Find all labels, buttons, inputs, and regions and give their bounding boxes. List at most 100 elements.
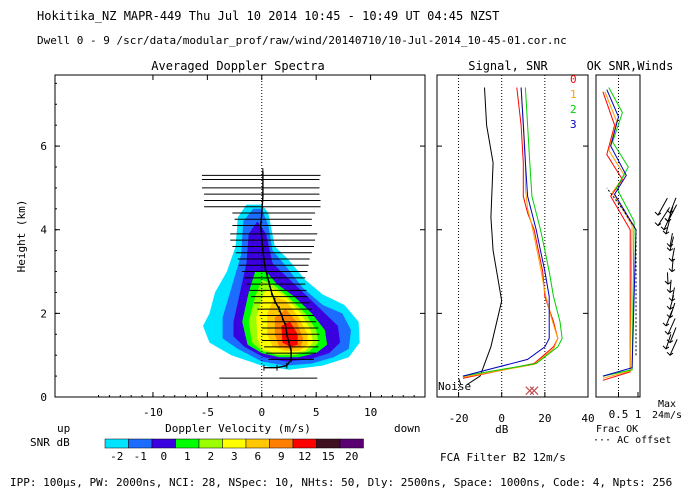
frac-ok-label: Frac OK bbox=[596, 424, 638, 435]
wind-arrow-head bbox=[660, 226, 668, 231]
wind-arrow bbox=[666, 272, 669, 285]
noise-marker bbox=[529, 386, 539, 396]
wind-arrow bbox=[665, 219, 671, 235]
colorbar-swatch-15 bbox=[316, 438, 341, 449]
wind-arrow-head bbox=[662, 345, 670, 350]
colorbar-swatch-12 bbox=[292, 438, 317, 449]
signal-title: Signal, SNR bbox=[468, 59, 548, 73]
header-file-path: Dwell 0 - 9 /scr/data/modular_prof/raw/w… bbox=[37, 34, 567, 47]
wind-arrow-head bbox=[666, 247, 674, 252]
x-tick-label: 5 bbox=[313, 406, 320, 419]
wind-arrow bbox=[669, 302, 676, 318]
header-title: Hokitika_NZ MAPR-449 Thu Jul 10 2014 10:… bbox=[37, 9, 500, 23]
y-tick-label: 6 bbox=[40, 140, 47, 153]
wind-arrow-head bbox=[654, 222, 662, 227]
wind-arrow-head bbox=[664, 218, 672, 223]
series-label-0: 0 bbox=[570, 73, 577, 86]
snr-colorbar: SNR dB-2 -1 0 1 2 3 6 9 12 15 20 bbox=[30, 436, 364, 463]
wind-arrow bbox=[669, 197, 677, 214]
x-tick-label: 0 bbox=[258, 406, 265, 419]
wind-arrow bbox=[665, 310, 673, 327]
snr-series-3 bbox=[462, 87, 550, 377]
colorbar-tick-label: 20 bbox=[345, 450, 358, 463]
y-tick-label: 4 bbox=[40, 224, 47, 237]
wind-arrow-head bbox=[666, 314, 674, 319]
colorbar-tick-label: 9 bbox=[278, 450, 285, 463]
wind-arrow bbox=[669, 327, 677, 343]
wind-arrow bbox=[669, 233, 673, 247]
signal-x-tick-label: 20 bbox=[538, 412, 551, 425]
snr-series-signal bbox=[466, 87, 503, 385]
frac-ok-series-1 bbox=[602, 91, 633, 379]
snr-series-2 bbox=[462, 87, 563, 377]
colorbar-swatch-0 bbox=[151, 438, 176, 449]
snr-series-1 bbox=[462, 87, 559, 378]
signal-x-tick-label: 40 bbox=[581, 412, 594, 425]
colorbar-tick-label: -1 bbox=[134, 450, 147, 463]
wind-arrow-head bbox=[668, 257, 676, 262]
colorbar-tick-label: 15 bbox=[322, 450, 335, 463]
winds-x-tick-label: 1 bbox=[635, 408, 642, 421]
wind-arrow bbox=[669, 236, 675, 251]
y-axis-label: Height (km) bbox=[15, 200, 28, 273]
wind-arrow bbox=[667, 206, 674, 222]
x-tick-label: 10 bbox=[364, 406, 377, 419]
signal-x-tick-label: -20 bbox=[449, 412, 469, 425]
signal-x-axis-label: dB bbox=[495, 423, 509, 436]
y-tick-label: 0 bbox=[40, 391, 47, 404]
max-value-label: 24m/s bbox=[652, 410, 682, 421]
colorbar-tick-label: 6 bbox=[254, 450, 261, 463]
series-label-2: 2 bbox=[570, 103, 577, 116]
frac-ok-series-ac bbox=[606, 187, 637, 356]
colorbar-swatch--2 bbox=[104, 438, 129, 449]
wind-arrow bbox=[669, 295, 675, 310]
wind-arrow-head bbox=[666, 209, 674, 214]
ac-offset-label: ··· AC offset bbox=[593, 435, 671, 446]
snr-series-0 bbox=[462, 87, 559, 379]
ok-snr-winds-panel: OK SNR,Winds 0.5 1 Frac OK··· AC offset Max2… bbox=[587, 59, 682, 446]
footer-parameters: IPP: 100μs, PW: 2000ns, NCI: 28, NSpec: … bbox=[10, 476, 673, 489]
y-tick-label: 2 bbox=[40, 307, 47, 320]
colorbar-swatch-1 bbox=[175, 438, 200, 449]
colorbar-swatch-2 bbox=[198, 438, 223, 449]
wind-arrow bbox=[657, 197, 668, 216]
wind-arrow-head bbox=[662, 322, 670, 327]
wind-arrow-head bbox=[664, 330, 672, 335]
colorbar-tick-label: 12 bbox=[298, 450, 311, 463]
colorbar-swatch-6 bbox=[245, 438, 270, 449]
snr-series-noise-left bbox=[458, 378, 462, 385]
winds-title: OK SNR,Winds bbox=[587, 59, 674, 73]
series-label-1: 1 bbox=[570, 88, 577, 101]
colorbar-swatch-9 bbox=[269, 438, 294, 449]
noise-marker bbox=[525, 386, 535, 396]
signal-frame bbox=[436, 74, 589, 398]
wind-arrow-head bbox=[664, 280, 672, 285]
colorbar-tick-label: 3 bbox=[231, 450, 238, 463]
mean-velocity-profile bbox=[259, 171, 292, 369]
doppler-spectra-panel: Averaged Doppler Spectra -10 -5 0 5 10 0 2 4 6 Dop… bbox=[15, 59, 426, 435]
spectra-title: Averaged Doppler Spectra bbox=[151, 59, 324, 73]
up-label: up bbox=[57, 422, 70, 435]
colorbar-tick-label: 2 bbox=[207, 450, 214, 463]
colorbar-label: SNR dB bbox=[30, 436, 70, 449]
colorbar-swatch-3 bbox=[222, 438, 247, 449]
signal-snr-panel: Signal, SNR -20 0 20 40 dB Noise 0 1 2 3 bbox=[436, 59, 595, 436]
wind-arrow bbox=[667, 318, 676, 335]
x-axis-label: Doppler Velocity (m/s) bbox=[165, 422, 311, 435]
winds-x-tick-label: 0.5 bbox=[609, 408, 629, 421]
wind-arrow-head bbox=[662, 230, 670, 235]
max-label: Max bbox=[658, 399, 676, 410]
wind-arrow bbox=[657, 207, 671, 226]
wind-arrow-head bbox=[654, 211, 662, 216]
down-label: down bbox=[394, 422, 421, 435]
colorbar-swatch-20 bbox=[339, 438, 364, 449]
colorbar-tick-label: -2 bbox=[110, 450, 123, 463]
wind-arrow bbox=[665, 334, 672, 350]
wind-arrow bbox=[669, 339, 678, 356]
x-tick-label: -5 bbox=[201, 406, 214, 419]
wind-arrow bbox=[669, 279, 672, 293]
signal-x-tick-label: 0 bbox=[498, 412, 505, 425]
wind-arrow-head bbox=[666, 289, 674, 294]
wind-arrow-head bbox=[668, 268, 676, 273]
